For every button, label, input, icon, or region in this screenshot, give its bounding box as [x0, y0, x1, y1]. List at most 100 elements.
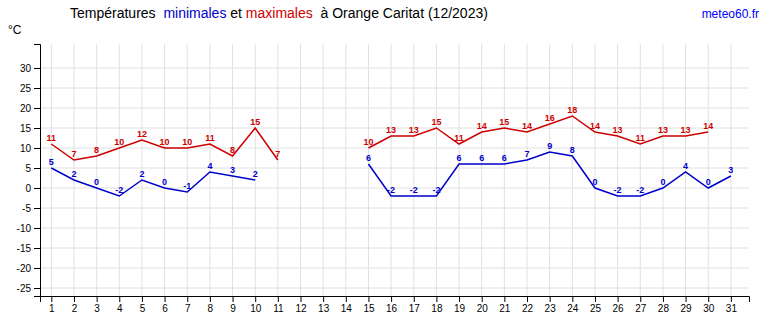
- tick-label: 20: [20, 103, 32, 114]
- grid-line: [51, 44, 52, 296]
- tick-label: -20: [17, 263, 32, 274]
- tick-label: 27: [635, 303, 647, 314]
- tick-mark: [34, 68, 40, 69]
- grid-line: [40, 248, 749, 249]
- tick: -10: [17, 223, 40, 234]
- tick: -5: [22, 203, 40, 214]
- tick: 19: [454, 296, 466, 314]
- tick-mark: [686, 296, 687, 302]
- tick-label: 15: [363, 303, 375, 314]
- data-label: 0: [660, 177, 665, 187]
- tick-label: 14: [341, 303, 353, 314]
- tick: 25: [20, 83, 40, 94]
- tick-mark: [119, 296, 120, 302]
- tick-label: 16: [386, 303, 398, 314]
- data-label: 11: [47, 133, 57, 143]
- title: Températures minimales et maximales à Or…: [70, 5, 488, 21]
- tick-label: 26: [613, 303, 625, 314]
- tick: 1: [49, 296, 55, 314]
- tick: 9: [230, 296, 236, 314]
- tick-mark: [233, 296, 234, 302]
- tick: 18: [431, 296, 443, 314]
- tick-mark: [323, 296, 324, 302]
- data-label: -2: [387, 185, 395, 195]
- tick-label: 18: [431, 303, 443, 314]
- tick-label: 4: [117, 303, 123, 314]
- data-label: 10: [363, 137, 373, 147]
- tick-label: 15: [20, 123, 32, 134]
- data-label: 13: [681, 125, 691, 135]
- grid: [40, 44, 749, 296]
- grid-line: [40, 228, 749, 229]
- tick-mark: [640, 296, 641, 302]
- grid-line: [594, 44, 595, 296]
- tick-label: 24: [567, 303, 579, 314]
- tick: -25: [17, 283, 40, 294]
- tick: 20: [20, 103, 40, 114]
- tick-label: 3: [94, 303, 100, 314]
- data-label: 10: [182, 137, 192, 147]
- data-label: 7: [525, 149, 530, 159]
- tick: 0: [25, 183, 40, 194]
- tick-mark: [550, 296, 551, 302]
- tick: 10: [20, 143, 40, 154]
- tick-mark: [34, 288, 40, 289]
- tick: 24: [567, 296, 579, 314]
- y-axis: -25-20-15-10-5051015202530: [17, 45, 41, 297]
- tick-mark: [34, 128, 40, 129]
- line: [51, 152, 731, 196]
- tick-mark: [51, 296, 52, 302]
- tick-mark: [34, 248, 40, 249]
- grid-line: [436, 44, 437, 296]
- data-label: 2: [71, 169, 76, 179]
- tick-mark: [618, 296, 619, 302]
- data-label: -2: [636, 185, 644, 195]
- tick-label: 10: [20, 143, 32, 154]
- data-labels: 520-220-14326-2-2-26667980-2-20403117810…: [47, 105, 734, 195]
- data-label: 8: [570, 145, 575, 155]
- tick-mark: [346, 296, 347, 302]
- data-label: 2: [253, 169, 258, 179]
- data-label: 6: [457, 153, 462, 163]
- grid-line: [40, 68, 749, 69]
- grid-line: [640, 44, 641, 296]
- tick-label: 10: [250, 303, 262, 314]
- tick-mark: [34, 208, 40, 209]
- tick-label: 25: [20, 83, 32, 94]
- tick-label: 0: [25, 183, 31, 194]
- tick-label: 28: [658, 303, 670, 314]
- data-label: 9: [547, 141, 552, 151]
- x-axis: 1234567891011121314151617181920212223242…: [41, 296, 750, 314]
- tick-label: 19: [454, 303, 466, 314]
- tick: 4: [117, 296, 123, 314]
- grid-line: [459, 44, 460, 296]
- tick-mark: [482, 296, 483, 302]
- tick-mark: [436, 296, 437, 302]
- data-label: 8: [94, 145, 99, 155]
- tick-mark: [210, 296, 211, 302]
- title-part: et: [226, 5, 245, 21]
- title-part: Températures: [70, 5, 163, 21]
- tick-label: 2: [72, 303, 78, 314]
- data-label: 7: [71, 149, 76, 159]
- tick-mark: [34, 168, 40, 169]
- line: [51, 116, 708, 160]
- grid-line: [572, 44, 573, 296]
- data-label: 6: [479, 153, 484, 163]
- tick: 6: [162, 296, 168, 314]
- tick-label: 22: [522, 303, 534, 314]
- tick: 12: [295, 296, 307, 314]
- tick: 7: [185, 296, 191, 314]
- tick: 26: [613, 296, 625, 314]
- data-label: 18: [567, 105, 577, 115]
- tick: 15: [20, 123, 40, 134]
- tick-label: 6: [162, 303, 168, 314]
- data-label: 10: [114, 137, 124, 147]
- data-label: 10: [160, 137, 170, 147]
- tick-mark: [391, 296, 392, 302]
- tick-mark: [527, 296, 528, 302]
- tick: 10: [250, 296, 262, 314]
- data-label: 13: [409, 125, 419, 135]
- tick-label: 31: [726, 303, 738, 314]
- grid-line: [708, 44, 709, 296]
